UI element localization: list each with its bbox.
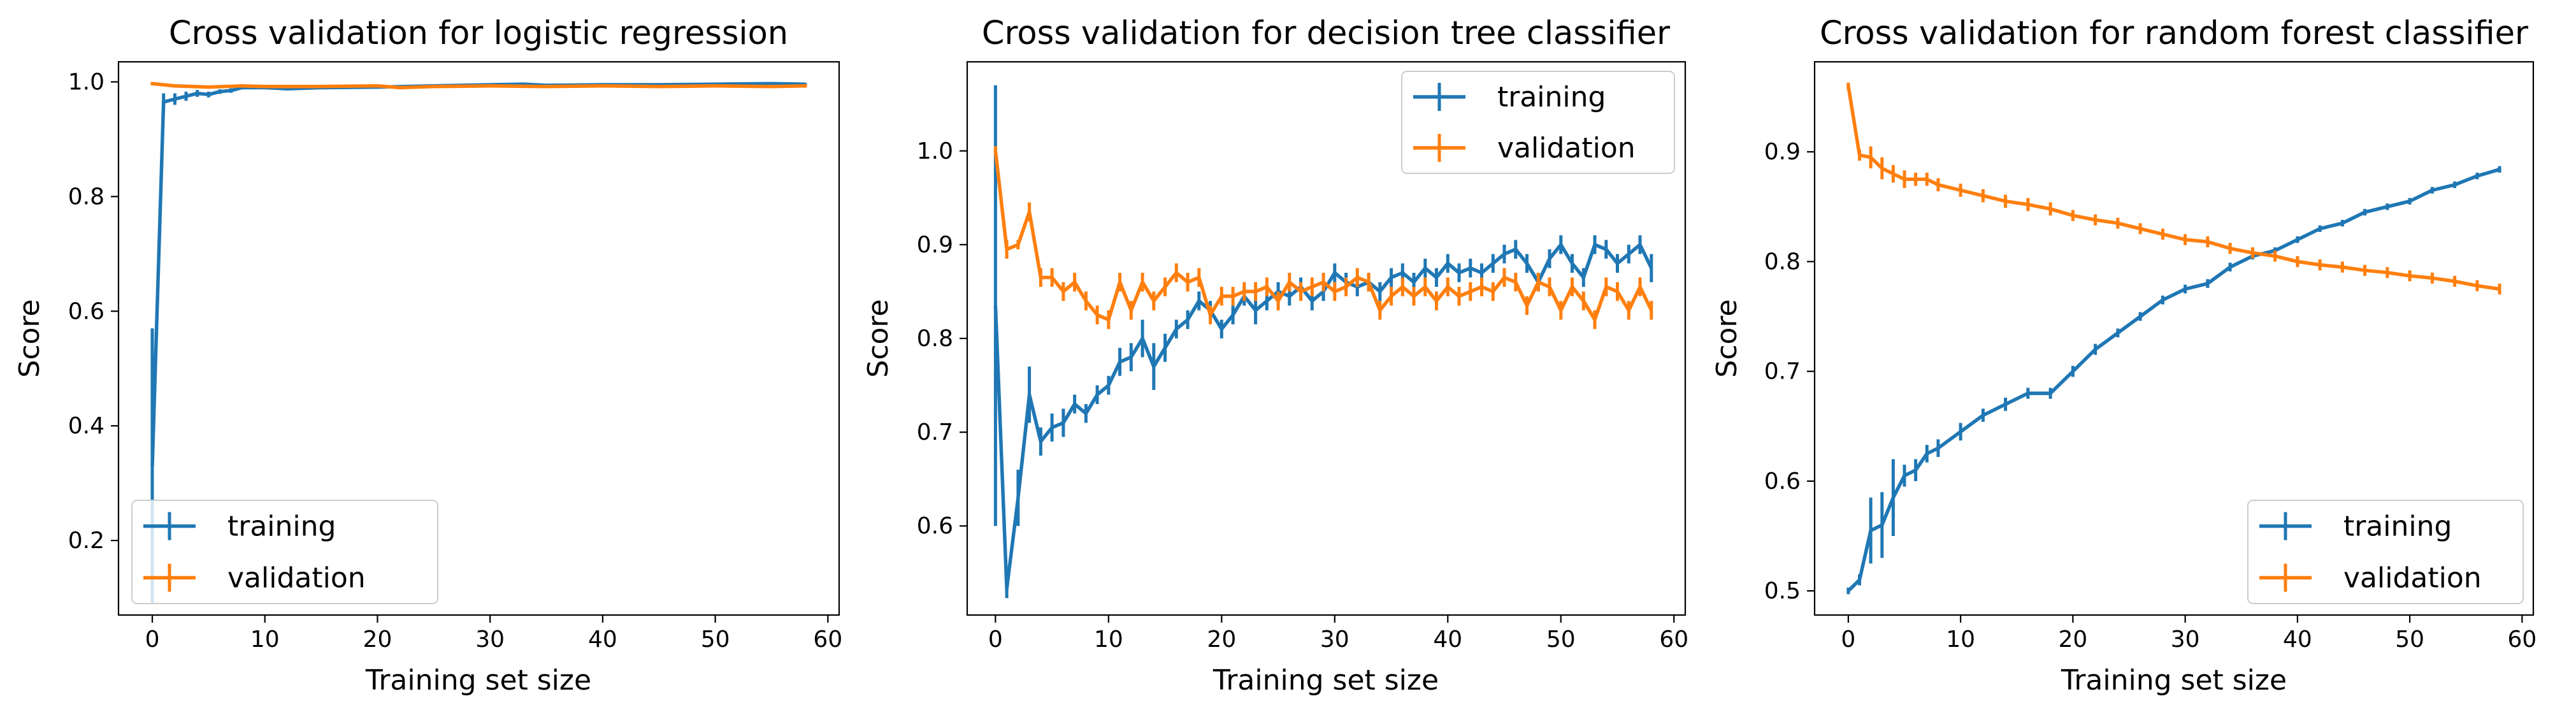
x-tick-label: 40 [2283, 626, 2312, 653]
series-validation [150, 82, 807, 90]
y-tick-label: 0.8 [1764, 249, 1801, 275]
series-line-validation [1846, 85, 2500, 291]
axes-frame [117, 61, 840, 616]
series-training [1846, 166, 2501, 595]
legend-label: training [227, 511, 336, 543]
panel-random-forest-classifier: Cross validation for random forest class… [1711, 15, 2536, 697]
y-tick-label: 0.4 [68, 413, 104, 439]
series-validation [1846, 82, 2501, 295]
legend-frame [2247, 500, 2524, 604]
y-tick-label: 0.7 [1764, 359, 1801, 385]
plot-area: 0 10 20 30 40 50 60 0.5 0.6 0.7 0.8 0.9 training vali… [1764, 61, 2536, 653]
legend-item-training: training [143, 511, 336, 543]
y-axis-label: Score [13, 299, 46, 377]
chart-title: Cross validation for decision tree class… [982, 15, 1670, 52]
y-tick-label: 0.5 [1764, 578, 1801, 604]
y-axis-label: Score [862, 299, 895, 377]
x-axis-label: Training set size [2061, 664, 2287, 697]
x-tick-label: 0 [1841, 626, 1855, 653]
plot-area: 0 10 20 30 40 50 60 0.2 0.4 0.6 0.8 1.0 training vali… [68, 61, 842, 653]
y-tick-label: 1.0 [917, 138, 953, 164]
legend: training validation [1401, 71, 1675, 174]
x-tick-label: 50 [2395, 626, 2424, 653]
x-tick-label: 10 [1094, 626, 1123, 653]
x-tick-label: 60 [2507, 626, 2536, 653]
y-tick-label: 0.7 [917, 419, 953, 445]
legend-label: validation [1497, 132, 1636, 164]
x-tick-label: 30 [2171, 626, 2200, 653]
legend-label: training [2343, 511, 2452, 543]
series-line-validation [152, 82, 806, 90]
legend-item-validation: validation [143, 562, 366, 595]
axes-frame [1813, 61, 2535, 616]
x-tick-label: 60 [813, 626, 842, 653]
x-tick-label: 50 [701, 626, 730, 653]
legend-item-training: training [2259, 511, 2452, 543]
chart-title: Cross validation for random forest class… [1820, 15, 2528, 52]
series-validation [993, 146, 1653, 330]
x-tick-label: 40 [588, 626, 617, 653]
chart-title: Cross validation for logistic regression [169, 15, 788, 52]
plot-area: 0 10 20 30 40 50 60 0.6 0.7 0.8 0.9 1.0 training vali… [917, 61, 1688, 653]
series-line-training [1846, 168, 2500, 593]
x-axis-label: Training set size [1212, 664, 1439, 697]
x-axis-label: Training set size [365, 664, 591, 697]
legend: training validation [2247, 500, 2524, 604]
y-tick-label: 0.6 [1764, 468, 1801, 495]
x-tick-label: 60 [1659, 626, 1688, 653]
y-tick-label: 0.9 [917, 232, 953, 258]
x-tick-label: 20 [1207, 626, 1236, 653]
panel-decision-tree-classifier: Cross validation for decision tree class… [862, 15, 1688, 697]
y-tick-label: 0.8 [917, 326, 953, 352]
panel-logistic-regression: Cross validation for logistic regression… [13, 15, 842, 697]
legend-item-validation: validation [1413, 132, 1636, 164]
y-axis-label: Score [1711, 299, 1743, 377]
legend: training validation [131, 500, 438, 604]
legend-frame [1401, 71, 1675, 174]
x-tick-label: 10 [1946, 626, 1975, 653]
x-tick-label: 20 [2058, 626, 2087, 653]
x-tick-label: 20 [363, 626, 392, 653]
legend-item-validation: validation [2259, 562, 2482, 595]
x-tick-label: 40 [1433, 626, 1462, 653]
x-tick-label: 30 [475, 626, 505, 653]
legend-frame [131, 500, 438, 604]
y-tick-label: 0.2 [68, 528, 104, 554]
y-tick-label: 0.6 [68, 298, 104, 324]
y-tick-label: 1.0 [68, 69, 104, 95]
x-tick-label: 30 [1320, 626, 1349, 653]
y-tick-label: 0.9 [1764, 139, 1801, 165]
legend-label: training [1497, 81, 1606, 113]
x-tick-label: 50 [1546, 626, 1576, 653]
x-tick-label: 10 [250, 626, 280, 653]
legend-label: validation [2343, 562, 2482, 595]
legend-item-training: training [1413, 81, 1606, 113]
y-tick-label: 0.6 [917, 513, 953, 539]
y-tick-label: 0.8 [68, 184, 104, 210]
legend-label: validation [227, 562, 366, 595]
x-tick-label: 0 [145, 626, 160, 653]
x-tick-label: 0 [988, 626, 1003, 653]
